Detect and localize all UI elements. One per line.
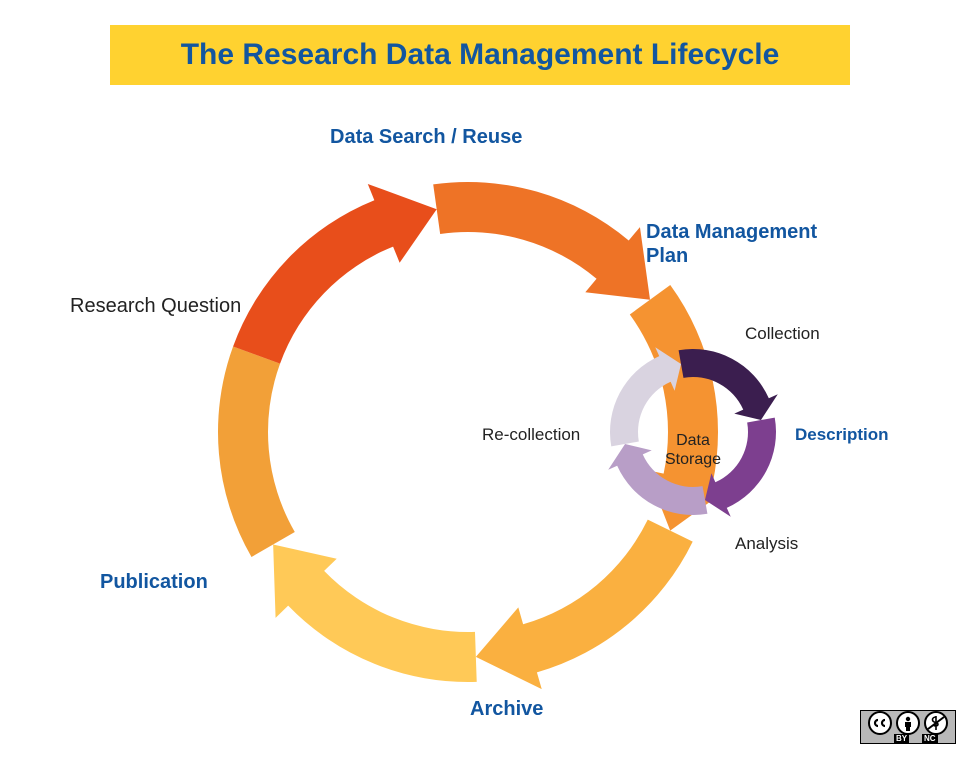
cc-sublabel-by: BY bbox=[894, 734, 909, 743]
cc-icon bbox=[868, 711, 892, 735]
outer-label-3: Archive bbox=[470, 697, 543, 721]
inner-label-1: Description bbox=[795, 425, 889, 445]
cc-sublabel-nc: NC bbox=[922, 734, 938, 743]
outer-label-1: Data Search / Reuse bbox=[330, 125, 522, 149]
inner-label-3: Re-collection bbox=[482, 425, 580, 445]
inner-segment-0 bbox=[679, 349, 778, 420]
outer-label-4: Publication bbox=[100, 570, 208, 594]
inner-center-text: Data Storage bbox=[665, 432, 721, 467]
inner-cycle-center-label: Data Storage bbox=[653, 414, 733, 469]
outer-label-2: Data Management Plan bbox=[646, 220, 817, 268]
nc-icon bbox=[924, 711, 948, 735]
outer-label-0: Research Question bbox=[70, 294, 241, 318]
inner-cycle bbox=[0, 0, 976, 768]
inner-label-2: Analysis bbox=[735, 534, 798, 554]
by-icon bbox=[896, 711, 920, 735]
inner-label-0: Collection bbox=[745, 324, 820, 344]
